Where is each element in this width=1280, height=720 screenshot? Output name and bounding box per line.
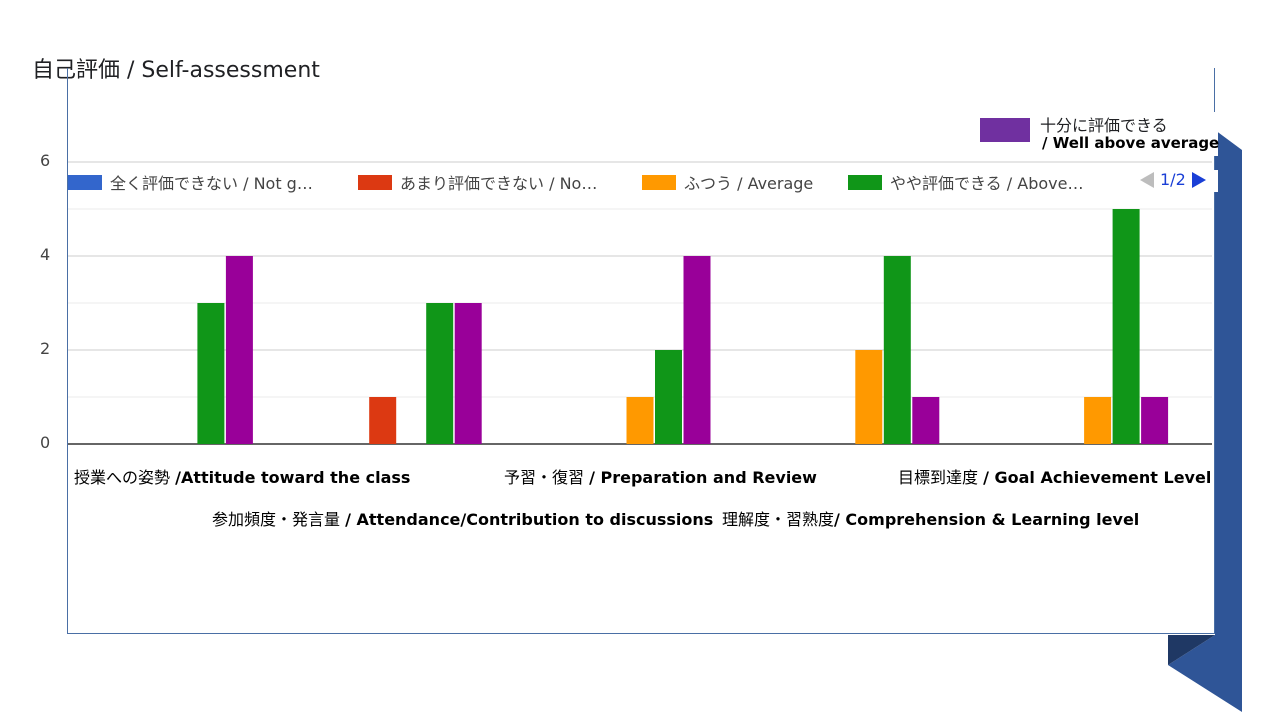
legend-swatch [980, 118, 1030, 142]
legend-swatch [642, 174, 676, 190]
legend-swatch [848, 174, 882, 190]
y-tick-label: 2 [40, 339, 51, 358]
legend: 全く評価できない / Not g… あまり評価できない / No… ふつう / … [68, 170, 1218, 194]
bar[interactable] [655, 350, 682, 444]
bar[interactable] [369, 397, 397, 444]
chart-frame [67, 68, 1215, 634]
y-tick-label: 0 [40, 433, 51, 452]
next-page-icon[interactable] [1191, 171, 1206, 188]
category-label-attitude: 授業への姿勢 /Attitude toward the class [74, 468, 411, 487]
category-label-attendance: 参加頻度・発言量 / Attendance/Contribution to di… [212, 510, 714, 529]
grid-lines [68, 161, 1212, 445]
legend-item-above[interactable]: やや評価できる / Above… [848, 170, 1083, 194]
category-label-preparation: 予習・復習 / Preparation and Review [504, 468, 817, 487]
legend-item-not-much[interactable]: あまり評価できない / No… [358, 170, 597, 194]
bar[interactable] [883, 256, 911, 444]
bar[interactable] [1112, 209, 1140, 444]
bar[interactable] [197, 303, 225, 444]
legend-item-average[interactable]: ふつう / Average [642, 170, 813, 194]
bar[interactable] [426, 303, 454, 444]
legend-item-well-above: 十分に評価できる / Well above average [978, 112, 1220, 156]
prev-page-icon[interactable] [1140, 171, 1154, 188]
legend-label: ふつう / Average [684, 174, 814, 193]
legend-swatch [68, 174, 102, 190]
y-tick-label: 6 [40, 151, 51, 170]
legend-pager: 1/2 [1140, 170, 1206, 189]
bar[interactable] [683, 256, 711, 444]
bars [197, 209, 1169, 444]
category-label-goal: 目標到達度 / Goal Achievement Level [898, 468, 1212, 487]
chart-title: 自己評価 / Self-assessment [32, 58, 320, 83]
legend-item-not-good[interactable]: 全く評価できない / Not g… [68, 170, 313, 194]
bar[interactable] [225, 256, 253, 444]
legend-label: 全く評価できない / Not g… [110, 174, 313, 193]
legend-label-jp: 十分に評価できる [1040, 116, 1168, 135]
bar[interactable] [1084, 397, 1112, 444]
legend-label: やや評価できる / Above… [890, 174, 1084, 193]
legend-swatch [358, 174, 392, 190]
bar[interactable] [454, 303, 482, 444]
bar[interactable] [912, 397, 940, 444]
legend-page-indicator: 1/2 [1160, 170, 1186, 189]
bar[interactable] [855, 350, 883, 444]
decorative-ribbon [1168, 130, 1242, 712]
bar[interactable] [626, 397, 654, 444]
bar[interactable] [1141, 397, 1169, 444]
legend-label-en: / Well above average [1042, 134, 1220, 152]
legend-label: あまり評価できない / No… [400, 174, 598, 193]
y-tick-label: 4 [40, 245, 51, 264]
category-label-comprehension: 理解度・習熟度/ Comprehension & Learning level [722, 510, 1140, 529]
